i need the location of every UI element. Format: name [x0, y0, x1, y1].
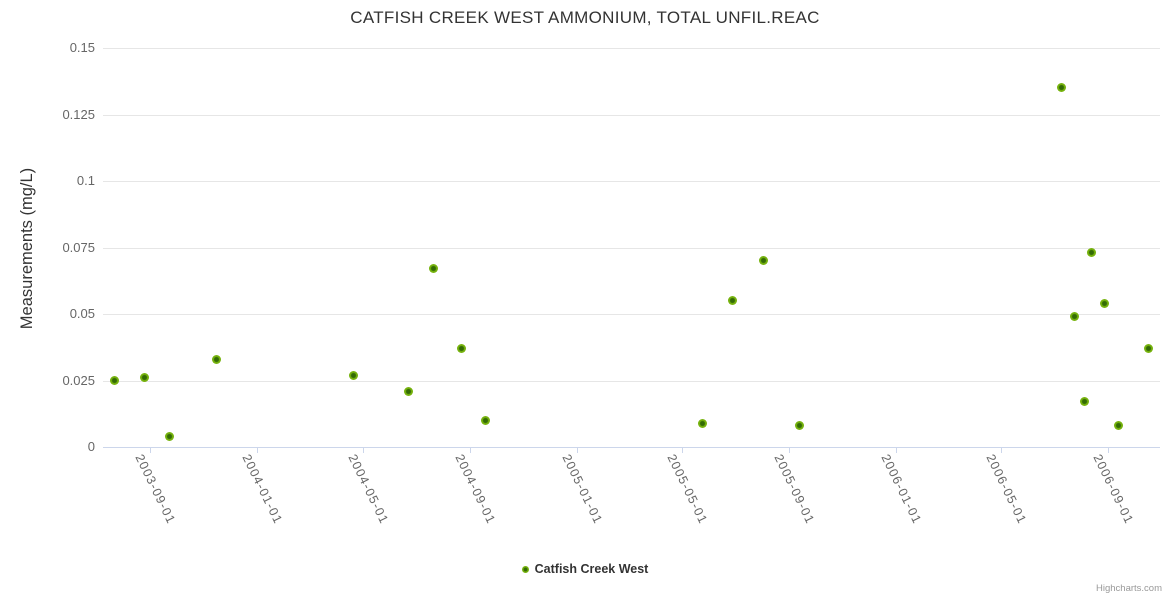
x-axis-tick-label: 2004-05-01	[345, 452, 391, 527]
y-gridline	[103, 48, 1160, 49]
data-point[interactable]	[1056, 83, 1066, 93]
x-axis-tick-mark	[1108, 448, 1110, 453]
x-axis-tick-label: 2006-01-01	[878, 452, 925, 527]
x-axis-tick-mark	[895, 448, 897, 453]
y-axis-tick-label: 0.075	[62, 240, 95, 255]
x-axis-tick-mark	[256, 448, 258, 453]
x-axis-tick-label: 2003-09-01	[132, 452, 179, 527]
x-axis-tick-label: 2004-01-01	[239, 452, 286, 527]
data-point[interactable]	[139, 373, 149, 383]
y-axis-tick-label: 0.025	[62, 373, 95, 388]
data-point[interactable]	[698, 418, 708, 428]
legend-label: Catfish Creek West	[534, 562, 649, 576]
data-point[interactable]	[349, 370, 359, 380]
y-gridline	[103, 248, 1160, 249]
data-point[interactable]	[404, 386, 414, 396]
data-point[interactable]	[1144, 344, 1154, 354]
x-axis-tick-label: 2005-01-01	[559, 452, 606, 527]
data-point[interactable]	[1069, 312, 1079, 322]
x-axis-tick-mark	[576, 448, 578, 453]
y-axis-tick-label: 0	[87, 439, 95, 454]
y-gridline	[103, 381, 1160, 382]
x-axis-tick-label: 2006-05-01	[983, 452, 1030, 527]
data-point[interactable]	[428, 264, 438, 274]
x-axis-tick-label: 2006-09-01	[1090, 452, 1137, 527]
data-point[interactable]	[109, 376, 119, 385]
data-point[interactable]	[1099, 298, 1109, 308]
data-point[interactable]	[795, 421, 805, 431]
x-axis-tick-label: 2005-09-01	[771, 452, 818, 527]
data-point[interactable]	[212, 354, 222, 364]
y-gridline	[103, 115, 1160, 116]
legend-marker-icon	[521, 565, 529, 573]
x-axis-tick-mark	[789, 448, 791, 453]
x-axis-tick-label: 2004-09-01	[452, 452, 499, 527]
y-gridline	[103, 181, 1160, 182]
data-point[interactable]	[1087, 248, 1097, 258]
legend-item-catfish-creek-west[interactable]: Catfish Creek West	[0, 561, 1170, 577]
data-point[interactable]	[480, 415, 490, 425]
y-axis-tick-label: 0.125	[62, 107, 95, 122]
chart-title: CATFISH CREEK WEST AMMONIUM, TOTAL UNFIL…	[350, 8, 820, 27]
y-axis-tick-label: 0.05	[69, 306, 95, 321]
x-axis-line	[103, 447, 1160, 448]
x-axis-tick-mark	[150, 448, 152, 453]
data-point[interactable]	[727, 296, 737, 306]
y-axis-tick-label: 0.15	[69, 40, 95, 55]
x-axis-tick-mark	[470, 448, 472, 453]
data-point[interactable]	[1113, 421, 1123, 431]
x-axis-tick-mark	[681, 448, 683, 453]
highcharts-credits-link[interactable]: Highcharts.com	[1096, 583, 1162, 594]
data-point[interactable]	[164, 431, 174, 441]
x-axis-tick-mark	[362, 448, 364, 453]
y-axis-tick-label: 0.1	[76, 173, 95, 188]
x-axis-tick-mark	[1000, 448, 1002, 453]
y-gridline	[103, 314, 1160, 315]
x-axis-tick-label: 2005-05-01	[664, 452, 711, 527]
data-point[interactable]	[759, 256, 769, 266]
data-point[interactable]	[456, 344, 466, 354]
data-point[interactable]	[1080, 397, 1090, 407]
